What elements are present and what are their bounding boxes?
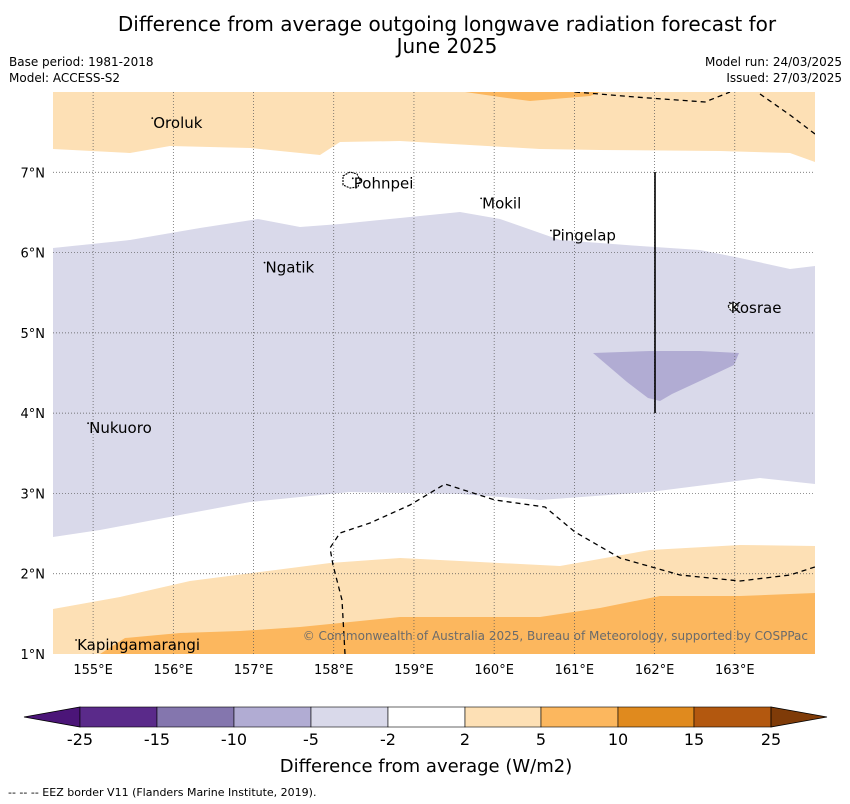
- place-label: Pingelap: [552, 227, 616, 245]
- place-marker: [728, 301, 731, 304]
- colorbar-segment: [79, 706, 158, 728]
- colorbar-tick-label: -10: [221, 730, 247, 749]
- base-period-text: Base period: 1981-2018: [9, 55, 154, 69]
- anomaly-band-top-2-5: [53, 92, 815, 162]
- longitude-tick-label: 162°E: [635, 663, 675, 678]
- kosrae-island-outline: [727, 301, 739, 312]
- colorbar-extend-high: [770, 706, 828, 728]
- copyright-text: © Commonwealth of Australia 2025, Bureau…: [303, 629, 808, 643]
- latitude-tick-labels: 1°N 2°N 3°N 4°N 5°N 6°N 7°N: [21, 166, 46, 663]
- place-marker: [87, 422, 89, 425]
- place-label: Pohnpei: [354, 174, 414, 192]
- colorbar-tick-label: -25: [67, 730, 93, 749]
- latitude-tick-label: 6°N: [21, 247, 46, 262]
- colorbar-tick-label: -2: [380, 730, 396, 749]
- place-marker: [151, 117, 154, 120]
- latitude-tick-label: 1°N: [21, 648, 46, 663]
- colorbar-tick-label: 2: [460, 730, 470, 749]
- latitude-tick-label: 3°N: [21, 487, 46, 502]
- colorbar-segment: [233, 706, 312, 728]
- colorbar-tick-label: -15: [144, 730, 170, 749]
- map-plot-area: Oroluk Pohnpei Mokil Pingelap Ngatik Kosrae Nu…: [53, 92, 815, 654]
- latitude-tick-label: 4°N: [21, 407, 46, 422]
- model-text: Model: ACCESS-S2: [9, 71, 121, 85]
- colorbar-segment: [387, 706, 466, 728]
- model-run-text: Model run: 24/03/2025: [704, 55, 842, 69]
- place-marker: [550, 229, 552, 232]
- meta-right: Model run: 24/03/2025 Issued: 27/03/2025: [705, 54, 842, 86]
- issued-text: Issued: 27/03/2025: [726, 71, 842, 85]
- place-label: Nukuoro: [89, 419, 152, 437]
- latitude-tick-label: 7°N: [21, 166, 46, 181]
- latitude-tick-label: 2°N: [21, 568, 46, 583]
- longitude-tick-label: 163°E: [715, 663, 755, 678]
- longitude-tick-label: 158°E: [314, 663, 354, 678]
- colorbar-title: Difference from average (W/m2): [280, 756, 572, 777]
- colorbar-extend-low: [23, 706, 81, 728]
- map-title: Difference from average outgoing longwav…: [0, 13, 850, 57]
- colorbar-segment: [464, 706, 542, 728]
- place-label: Kapingamarangi: [77, 636, 200, 654]
- place-marker: [263, 261, 266, 264]
- longitude-tick-label: 156°E: [154, 663, 194, 678]
- colorbar-segment: [617, 706, 695, 728]
- gridlines: [53, 92, 815, 654]
- place-marker: [75, 639, 77, 641]
- colorbar-tick-label: -5: [303, 730, 319, 749]
- place-label: Mokil: [482, 194, 521, 212]
- eez-legend-footnote: -- -- -- EEZ border V11 (Flanders Marine…: [8, 786, 317, 799]
- anomaly-band-central-neg-2-5: [53, 212, 815, 537]
- place-marker: [351, 177, 354, 180]
- place-marker: [480, 197, 483, 200]
- place-labels: Oroluk Pohnpei Mokil Pingelap Ngatik Kosrae Nu…: [75, 114, 781, 654]
- longitude-tick-label: 155°E: [73, 663, 113, 678]
- latitude-tick-label: 5°N: [21, 327, 46, 342]
- anomaly-band-bottom-5-10: [100, 593, 815, 654]
- anomaly-patch-neg-5-10: [593, 351, 739, 401]
- longitude-tick-labels: 155°E 156°E 157°E 158°E 159°E 160°E 161°E 162°E…: [73, 663, 754, 678]
- title-line-2: June 2025: [396, 34, 498, 58]
- meta-left: Base period: 1981-2018 Model: ACCESS-S2: [9, 54, 154, 86]
- longitude-tick-label: 159°E: [394, 663, 434, 678]
- colorbar-segment: [540, 706, 619, 728]
- colorbar-segment: [693, 706, 772, 728]
- place-label: Kosrae: [731, 299, 782, 317]
- colorbar-tick-label: 5: [536, 730, 546, 749]
- longitude-tick-label: 161°E: [555, 663, 595, 678]
- colorbar-segment: [310, 706, 389, 728]
- colorbar-segment: [156, 706, 235, 728]
- pohnpei-island-outline: [342, 171, 361, 189]
- anomaly-band-top-5-10: [465, 92, 600, 101]
- longitude-tick-label: 160°E: [474, 663, 514, 678]
- colorbar-tick-label: 15: [684, 730, 704, 749]
- colorbar-tick-label: 25: [761, 730, 781, 749]
- map-figure: Oroluk Pohnpei Mokil Pingelap Ngatik Kosrae Nu…: [21, 92, 828, 777]
- colorbar: -25 -15 -10 -5 -2 2 5 10 15 25: [23, 706, 828, 749]
- longitude-tick-label: 157°E: [234, 663, 274, 678]
- eez-border-top: [574, 92, 815, 135]
- title-line-1: Difference from average outgoing longwav…: [117, 12, 777, 36]
- colorbar-tick-label: 10: [608, 730, 628, 749]
- place-label: Oroluk: [153, 114, 202, 132]
- place-label: Ngatik: [266, 259, 315, 277]
